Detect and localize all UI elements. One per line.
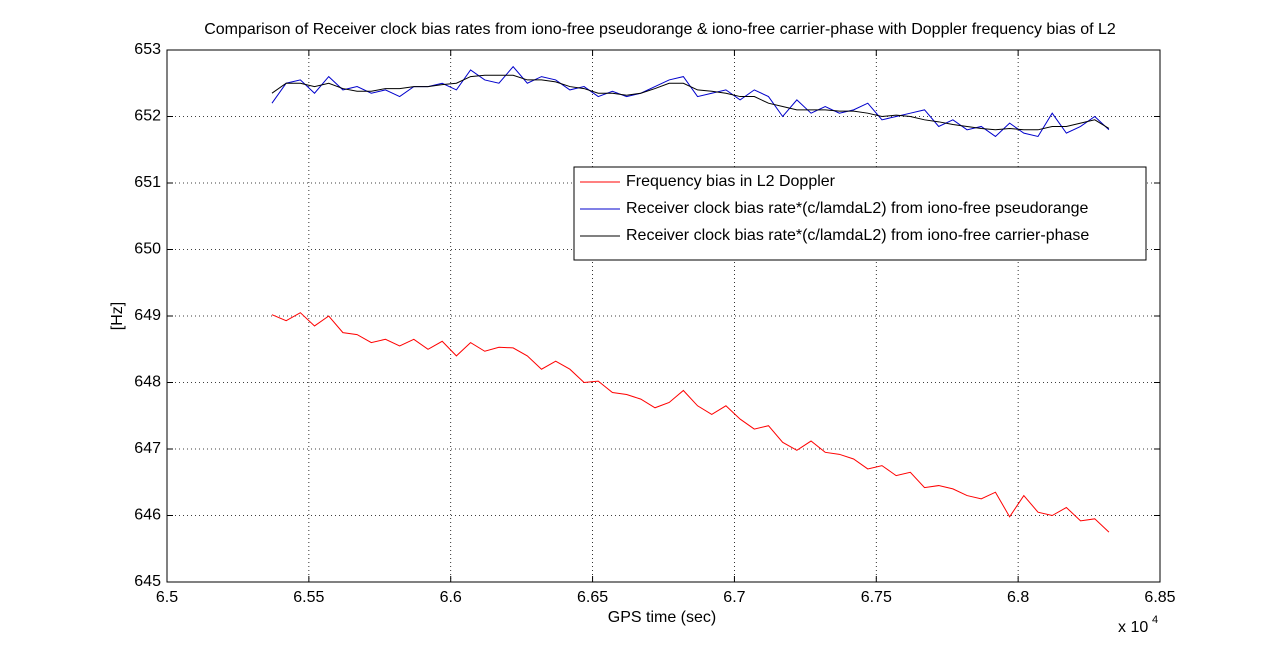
y-tick-label: 652 — [134, 108, 161, 125]
legend-label: Frequency bias in L2 Doppler — [626, 173, 836, 190]
y-tick-label: 653 — [134, 41, 161, 58]
y-tick-label: 646 — [134, 507, 161, 524]
y-axis-label: [Hz] — [109, 302, 126, 330]
x-multiplier-exponent: 4 — [1152, 614, 1158, 626]
x-tick-label: 6.8 — [1007, 589, 1029, 606]
series-line — [271, 74, 1110, 131]
y-tick-label: 647 — [134, 440, 161, 457]
y-tick-label: 645 — [134, 573, 161, 590]
x-axis-label: GPS time (sec) — [608, 609, 716, 626]
x-tick-label: 6.75 — [861, 589, 892, 606]
chart-title: Comparison of Receiver clock bias rates … — [204, 21, 1116, 38]
series-line — [271, 312, 1110, 533]
x-tick-label: 6.6 — [440, 589, 462, 606]
y-tick-label: 650 — [134, 241, 161, 258]
legend: Frequency bias in L2 Doppler Receiver clo… — [573, 166, 1147, 261]
x-tick-label: 6.85 — [1144, 589, 1175, 606]
y-tick-label: 651 — [134, 174, 161, 191]
axes-box — [166, 49, 1161, 583]
x-tick-label: 6.65 — [577, 589, 608, 606]
legend-label: Receiver clock bias rate*(c/lamdaL2) fro… — [626, 200, 1089, 217]
x-multiplier: x 10 — [1118, 619, 1148, 636]
legend-box — [573, 166, 1147, 261]
x-tick-label: 6.55 — [293, 589, 324, 606]
y-tick-label: 649 — [134, 307, 161, 324]
x-tick-label: 6.5 — [156, 589, 178, 606]
x-tick-label: 6.7 — [723, 589, 745, 606]
legend-label: Receiver clock bias rate*(c/lamdaL2) fro… — [626, 227, 1089, 244]
y-tick-label: 648 — [134, 374, 161, 391]
